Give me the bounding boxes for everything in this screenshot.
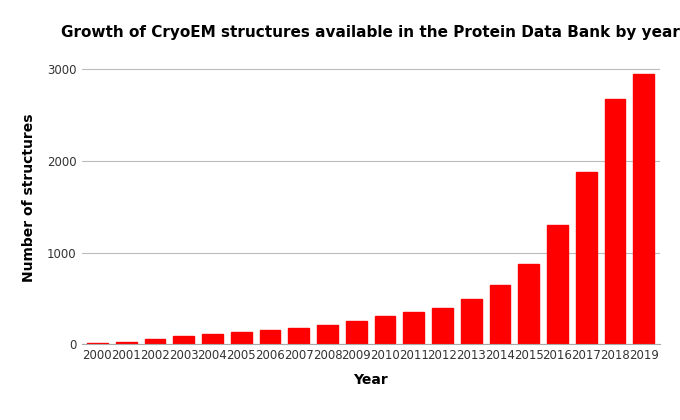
Bar — [173, 336, 194, 344]
Bar — [634, 74, 654, 344]
Bar — [260, 330, 280, 344]
Bar — [461, 299, 481, 344]
Bar — [145, 339, 165, 344]
Bar — [202, 334, 223, 344]
Bar — [547, 225, 568, 344]
Bar — [518, 264, 539, 344]
Bar — [403, 312, 424, 344]
Bar — [116, 342, 137, 344]
Bar — [490, 285, 511, 344]
Bar — [288, 328, 309, 344]
Bar — [375, 316, 395, 344]
Bar — [605, 99, 626, 344]
Bar — [346, 321, 367, 344]
Bar — [576, 172, 596, 344]
Bar — [87, 343, 107, 344]
Bar — [231, 331, 252, 344]
Bar — [317, 325, 338, 344]
Title: Growth of CryoEM structures available in the Protein Data Bank by year: Growth of CryoEM structures available in… — [61, 24, 680, 39]
Y-axis label: Number of structures: Number of structures — [22, 113, 36, 282]
X-axis label: Year: Year — [353, 373, 388, 387]
Bar — [432, 308, 453, 344]
